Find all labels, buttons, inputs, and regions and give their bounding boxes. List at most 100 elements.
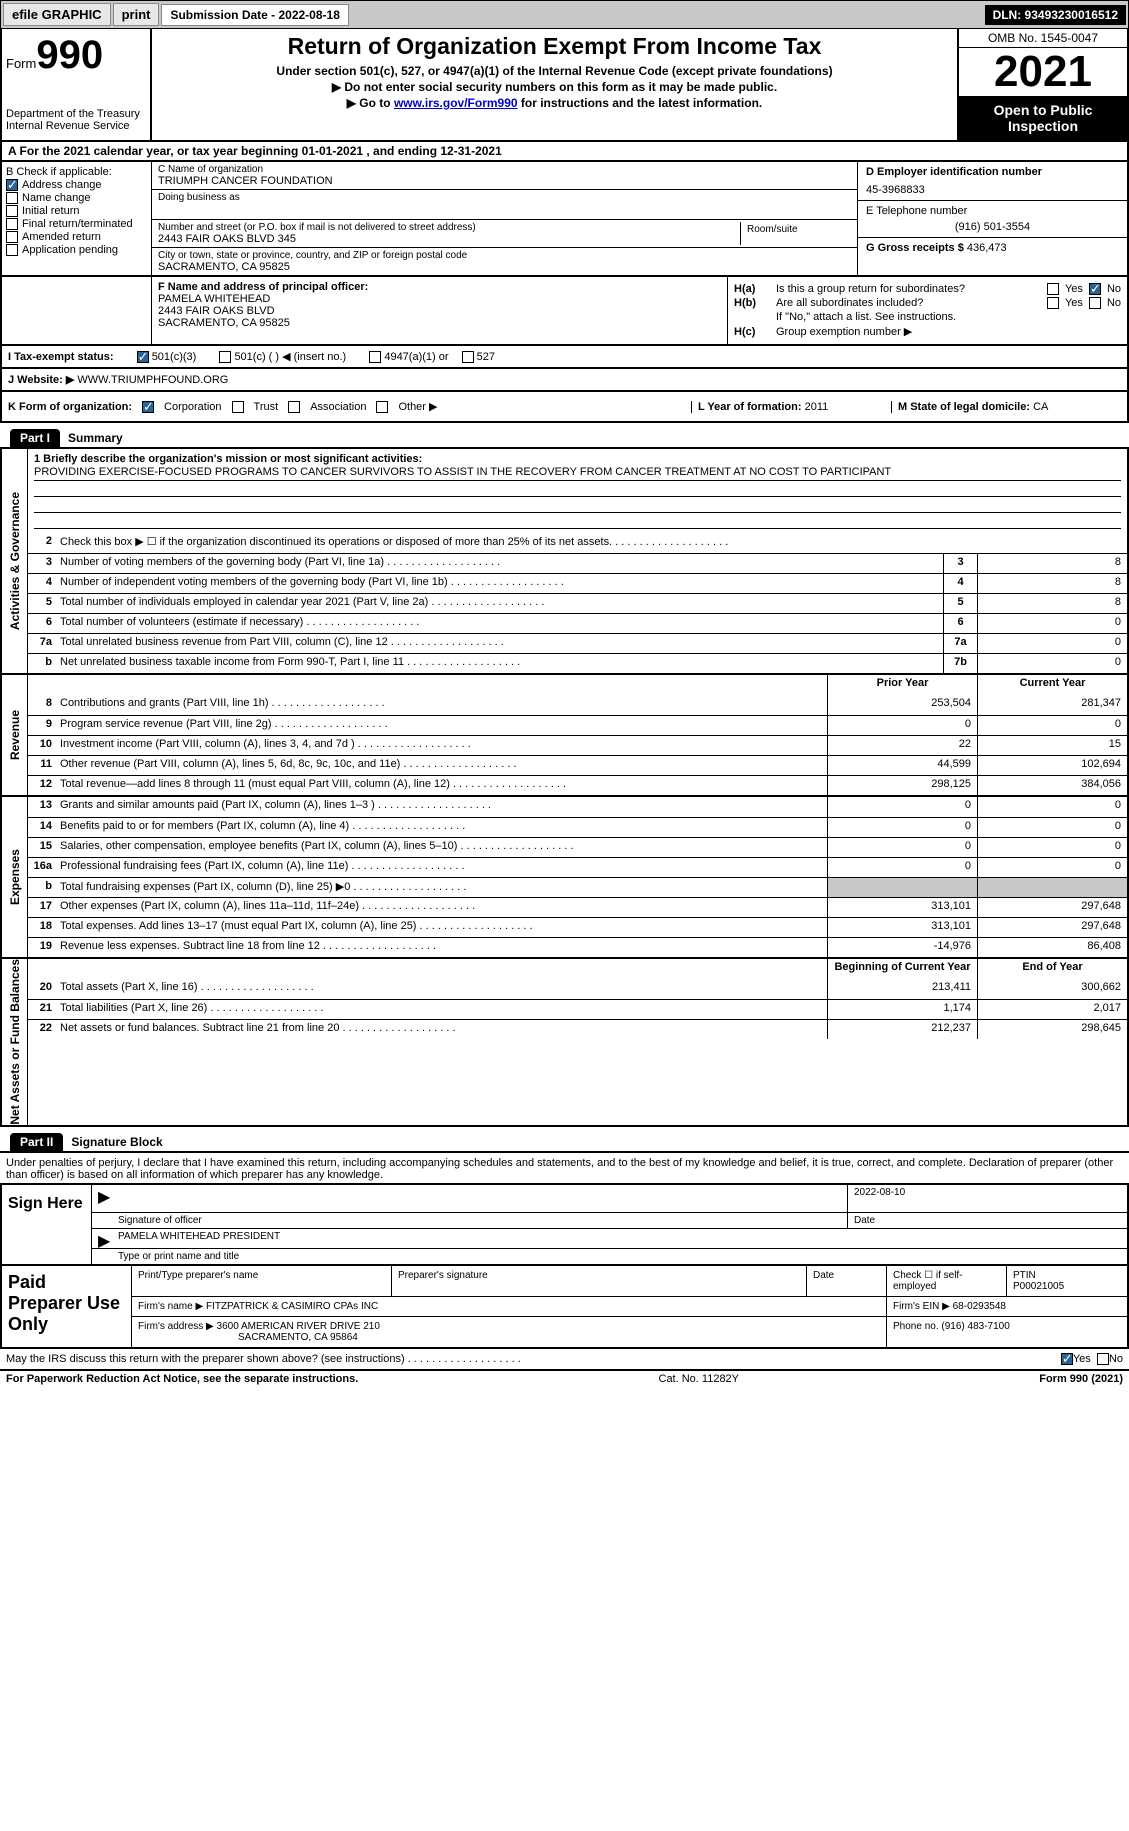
form-note-2: ▶ Go to www.irs.gov/Form990 for instruct… bbox=[156, 96, 953, 110]
prior-year-hdr: Prior Year bbox=[827, 675, 977, 695]
addr-label: Number and street (or P.O. box if mail i… bbox=[158, 222, 740, 233]
summary-row: 3Number of voting members of the governi… bbox=[28, 553, 1127, 573]
firm-name: Firm's name ▶ FITZPATRICK & CASIMIRO CPA… bbox=[132, 1297, 887, 1316]
line-j: J Website: ▶ WWW.TRIUMPHFOUND.ORG bbox=[2, 369, 1127, 390]
check-527[interactable] bbox=[462, 351, 474, 363]
paperwork-notice: For Paperwork Reduction Act Notice, see … bbox=[6, 1373, 358, 1385]
check-app-pending[interactable] bbox=[6, 244, 18, 256]
may-no-check[interactable] bbox=[1097, 1353, 1109, 1365]
phone-label: E Telephone number bbox=[866, 205, 1119, 217]
mission-label: 1 Briefly describe the organization's mi… bbox=[34, 453, 1121, 465]
summary-row: 8Contributions and grants (Part VIII, li… bbox=[28, 695, 1127, 715]
summary-row: bNet unrelated business taxable income f… bbox=[28, 653, 1127, 673]
expenses-label: Expenses bbox=[2, 797, 28, 957]
check-final-return[interactable] bbox=[6, 218, 18, 230]
officer-name: PAMELA WHITEHEAD bbox=[158, 293, 721, 305]
room-suite-label: Room/suite bbox=[741, 222, 851, 245]
summary-row: 13Grants and similar amounts paid (Part … bbox=[28, 797, 1127, 817]
summary-row: 22Net assets or fund balances. Subtract … bbox=[28, 1019, 1127, 1039]
city-state-zip: SACRAMENTO, CA 95825 bbox=[158, 261, 851, 273]
may-yes-check[interactable] bbox=[1061, 1353, 1073, 1365]
line-k: K Form of organization: Corporation Trus… bbox=[8, 400, 691, 413]
declaration-text: Under penalties of perjury, I declare th… bbox=[0, 1155, 1129, 1183]
year-formation: L Year of formation: 2011 bbox=[691, 401, 891, 413]
name-title-label: Type or print name and title bbox=[112, 1249, 1127, 1264]
efile-button[interactable]: efile GRAPHIC bbox=[3, 3, 111, 26]
street-address: 2443 FAIR OAKS BLVD 345 bbox=[158, 233, 740, 245]
check-501c3[interactable] bbox=[137, 351, 149, 363]
summary-row: bTotal fundraising expenses (Part IX, co… bbox=[28, 877, 1127, 897]
summary-row: 20Total assets (Part X, line 16)213,4113… bbox=[28, 979, 1127, 999]
hb-no[interactable] bbox=[1089, 297, 1101, 309]
check-other[interactable] bbox=[376, 401, 388, 413]
inspection-label: Open to Public Inspection bbox=[959, 96, 1127, 140]
summary-row: 19Revenue less expenses. Subtract line 1… bbox=[28, 937, 1127, 957]
prep-date-hdr: Date bbox=[807, 1266, 887, 1296]
summary-row: 17Other expenses (Part IX, column (A), l… bbox=[28, 897, 1127, 917]
submission-date: Submission Date - 2022-08-18 bbox=[161, 4, 348, 26]
ein-label: D Employer identification number bbox=[866, 166, 1119, 178]
revenue-label: Revenue bbox=[2, 675, 28, 795]
dba-label: Doing business as bbox=[158, 192, 851, 203]
check-address-change[interactable] bbox=[6, 179, 18, 191]
check-assoc[interactable] bbox=[288, 401, 300, 413]
begin-year-hdr: Beginning of Current Year bbox=[827, 959, 977, 979]
check-amended[interactable] bbox=[6, 231, 18, 243]
summary-row: 7aTotal unrelated business revenue from … bbox=[28, 633, 1127, 653]
ha-yes[interactable] bbox=[1047, 283, 1059, 295]
firm-address: Firm's address ▶ 3600 AMERICAN RIVER DRI… bbox=[132, 1317, 887, 1347]
summary-row: 4Number of independent voting members of… bbox=[28, 573, 1127, 593]
form-label: Form bbox=[6, 56, 36, 71]
summary-row: 12Total revenue—add lines 8 through 11 (… bbox=[28, 775, 1127, 795]
sign-date: 2022-08-10 bbox=[847, 1185, 1127, 1212]
summary-row: 5Total number of individuals employed in… bbox=[28, 593, 1127, 613]
net-assets-label: Net Assets or Fund Balances bbox=[2, 959, 28, 1125]
form-title: Return of Organization Exempt From Incom… bbox=[156, 33, 953, 60]
governance-label: Activities & Governance bbox=[2, 449, 28, 673]
prep-name-hdr: Print/Type preparer's name bbox=[132, 1266, 392, 1296]
irs-link[interactable]: www.irs.gov/Form990 bbox=[394, 96, 518, 110]
form-footer: Form 990 (2021) bbox=[1039, 1373, 1123, 1385]
officer-label: F Name and address of principal officer: bbox=[158, 281, 721, 293]
print-button[interactable]: print bbox=[113, 3, 160, 26]
name-arrow-icon: ▶ bbox=[92, 1229, 112, 1248]
form-subtitle: Under section 501(c), 527, or 4947(a)(1)… bbox=[156, 64, 953, 78]
part-1-header: Part ISummary bbox=[0, 429, 1129, 449]
check-501c[interactable] bbox=[219, 351, 231, 363]
phone-value: (916) 501-3554 bbox=[866, 221, 1119, 233]
sign-here-label: Sign Here bbox=[2, 1185, 92, 1264]
current-year-hdr: Current Year bbox=[977, 675, 1127, 695]
ein-value: 45-3968833 bbox=[866, 184, 1119, 196]
check-initial-return[interactable] bbox=[6, 205, 18, 217]
summary-row: 14Benefits paid to or for members (Part … bbox=[28, 817, 1127, 837]
end-year-hdr: End of Year bbox=[977, 959, 1127, 979]
date-label: Date bbox=[847, 1213, 1127, 1228]
cat-number: Cat. No. 11282Y bbox=[358, 1373, 1039, 1385]
check-name-change[interactable] bbox=[6, 192, 18, 204]
summary-row: 10Investment income (Part VIII, column (… bbox=[28, 735, 1127, 755]
tax-year: 2021 bbox=[959, 48, 1127, 96]
check-trust[interactable] bbox=[232, 401, 244, 413]
state-domicile: M State of legal domicile: CA bbox=[891, 401, 1121, 413]
line-a: A For the 2021 calendar year, or tax yea… bbox=[0, 142, 1129, 162]
summary-row: 16aProfessional fundraising fees (Part I… bbox=[28, 857, 1127, 877]
officer-addr2: SACRAMENTO, CA 95825 bbox=[158, 317, 721, 329]
hb-yes[interactable] bbox=[1047, 297, 1059, 309]
form-number: 990 bbox=[36, 33, 103, 77]
officer-addr1: 2443 FAIR OAKS BLVD bbox=[158, 305, 721, 317]
org-name-label: C Name of organization bbox=[158, 164, 851, 175]
summary-row: 2Check this box ▶ ☐ if the organization … bbox=[28, 533, 1127, 553]
signature-arrow-icon: ▶ bbox=[92, 1185, 112, 1212]
prep-sig-hdr: Preparer's signature bbox=[392, 1266, 807, 1296]
org-name: TRIUMPH CANCER FOUNDATION bbox=[158, 175, 851, 187]
self-employed-check: Check ☐ if self-employed bbox=[887, 1266, 1007, 1296]
check-4947[interactable] bbox=[369, 351, 381, 363]
officer-printed-name: PAMELA WHITEHEAD PRESIDENT bbox=[112, 1229, 1127, 1248]
ptin-cell: PTINP00021005 bbox=[1007, 1266, 1127, 1296]
summary-row: 21Total liabilities (Part X, line 26)1,1… bbox=[28, 999, 1127, 1019]
ha-no[interactable] bbox=[1089, 283, 1101, 295]
check-corp[interactable] bbox=[142, 401, 154, 413]
gross-receipts-value: 436,473 bbox=[967, 242, 1007, 254]
summary-row: 11Other revenue (Part VIII, column (A), … bbox=[28, 755, 1127, 775]
mission-text: PROVIDING EXERCISE-FOCUSED PROGRAMS TO C… bbox=[34, 465, 1121, 481]
